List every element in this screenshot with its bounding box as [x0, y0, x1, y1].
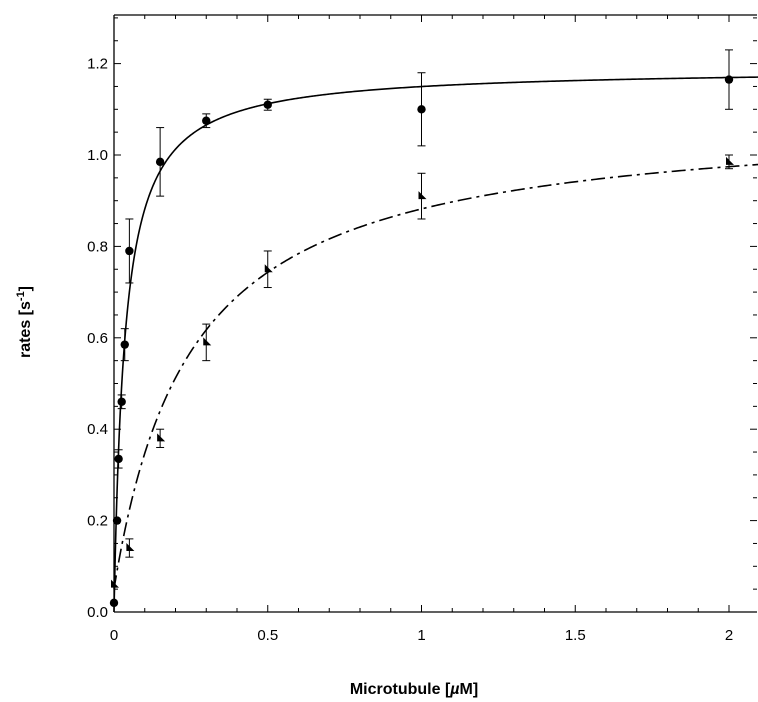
- y-axis-title-superscript: -1: [15, 291, 27, 301]
- data-point-circle: [155, 157, 165, 167]
- data-point-circle: [109, 598, 119, 608]
- data-point-triangle: [157, 433, 166, 442]
- y-axis-title: rates [s-1]: [15, 286, 34, 358]
- data-point-triangle: [203, 337, 212, 346]
- data-point-triangle: [126, 543, 135, 552]
- data-point-circle: [724, 75, 734, 84]
- x-tick-label: 1.5: [565, 627, 586, 644]
- data-point-circle: [417, 105, 426, 114]
- y-tick-label: 0.8: [87, 238, 108, 255]
- data-point-triangle: [726, 156, 734, 165]
- x-tick-label: 2: [725, 627, 733, 644]
- data-point-triangle: [418, 191, 427, 200]
- data-point-triangle: [264, 264, 273, 273]
- y-tick-label: 0.0: [87, 604, 108, 621]
- x-axis-title-mu: µ: [449, 681, 459, 698]
- y-tick-label: 1.0: [87, 147, 108, 164]
- data-point-triangle: [111, 579, 119, 588]
- data-point-circle: [263, 100, 272, 109]
- data-marks: [109, 49, 734, 608]
- data-point-circle: [120, 340, 129, 349]
- x-tick-label: 1: [417, 627, 425, 644]
- data-point-circle: [125, 246, 134, 256]
- x-axis-title: Microtubule [µM]: [350, 681, 478, 698]
- fit-curve-series-1: [113, 76, 758, 612]
- x-tick-label: 0.5: [257, 627, 278, 644]
- data-point-circle: [117, 397, 126, 406]
- y-tick-label: 0.2: [87, 513, 108, 530]
- x-axis-title-main: Microtubule [: [350, 681, 451, 698]
- x-axis-title-end: M]: [460, 681, 479, 698]
- x-tick-label: 0: [110, 627, 118, 644]
- fit-curve-series-2: [113, 163, 758, 590]
- data-point-circle: [114, 454, 123, 464]
- y-axis-title-end: ]: [17, 286, 34, 291]
- axes: 0.0 0.2 0.4 0.6 0.8 1.0 1.2 0 0.5 1 1.5 2: [87, 14, 757, 644]
- fit-curves: [113, 76, 758, 612]
- y-tick-label: 1.2: [87, 56, 108, 73]
- data-point-circle: [202, 116, 211, 125]
- y-axis-title-main: rates [s: [17, 301, 34, 358]
- y-tick-label: 0.4: [87, 421, 108, 438]
- data-point-circle: [112, 516, 122, 525]
- y-tick-label: 0.6: [87, 330, 108, 347]
